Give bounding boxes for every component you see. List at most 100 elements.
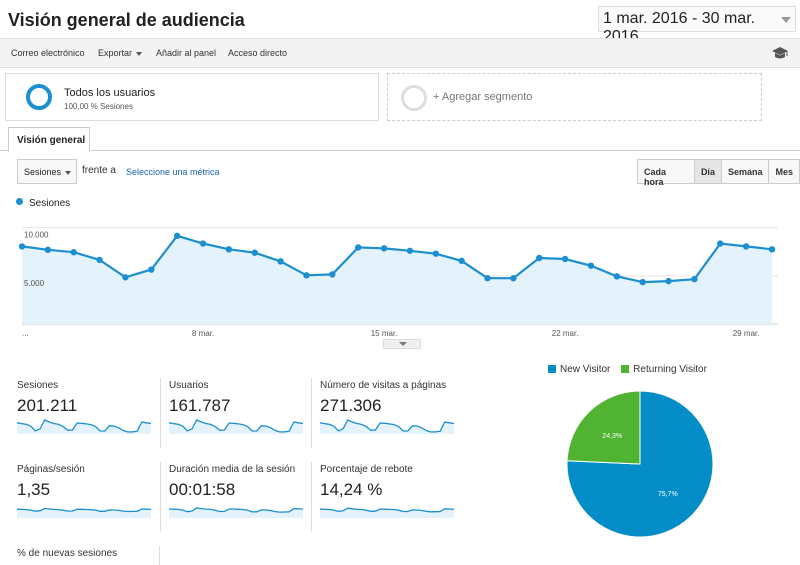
- chart-controls: Sesiones frente a Seleccione una métrica…: [0, 155, 800, 191]
- y-tick-label: 5.000: [24, 279, 45, 288]
- data-point[interactable]: [768, 246, 776, 253]
- sparkline-line: [169, 507, 304, 513]
- data-point[interactable]: [406, 247, 414, 254]
- metric-value: 14,24 %: [320, 480, 383, 499]
- period-hourly-button[interactable]: Cada hora: [638, 160, 695, 187]
- vs-label: frente a: [82, 165, 116, 176]
- data-point[interactable]: [587, 262, 595, 269]
- add-segment-label: + Agregar segmento: [433, 91, 533, 103]
- add-to-dashboard-button[interactable]: Añadir al panel: [156, 48, 217, 58]
- data-point[interactable]: [148, 266, 155, 273]
- metric-label: Sesiones: [17, 380, 59, 391]
- pie-slice-label: 75,7%: [658, 491, 678, 498]
- email-button[interactable]: Correo electrónico: [11, 48, 85, 58]
- chevron-down-icon: [136, 51, 143, 56]
- sparkline: [169, 507, 304, 518]
- data-point[interactable]: [199, 240, 207, 247]
- data-point[interactable]: [277, 258, 284, 265]
- metric-value: 161.787: [169, 396, 231, 415]
- metric-label: Número de visitas a páginas: [320, 380, 447, 391]
- chart-collapse-handle[interactable]: [383, 339, 421, 349]
- data-point[interactable]: [691, 275, 698, 283]
- metric-label: % de nuevas sesiones: [17, 548, 118, 559]
- period-selector: Cada hora Día Semana Mes: [637, 159, 800, 187]
- sparkline-line: [320, 419, 455, 433]
- legend-new-visitor: New Visitor: [560, 364, 611, 375]
- tabs-row: Visión general: [0, 127, 800, 152]
- data-point[interactable]: [18, 243, 26, 250]
- data-point[interactable]: [173, 232, 181, 240]
- empty-segment-ring-icon: [401, 85, 427, 111]
- sparkline-area: [169, 420, 303, 434]
- metric-select-value: Sesiones: [24, 167, 62, 177]
- metric-value: 1,35: [17, 480, 51, 499]
- chevron-down-icon: [781, 17, 791, 23]
- sessions-area: [22, 235, 772, 324]
- metric-value: 00:01:58: [169, 480, 236, 499]
- data-point[interactable]: [665, 277, 672, 285]
- sparkline: [169, 419, 304, 434]
- metric-label: Usuarios: [169, 380, 209, 391]
- sparkline-line: [17, 507, 152, 513]
- sparkline: [320, 419, 455, 434]
- metric-card-users: Usuarios 161.787: [160, 378, 306, 448]
- data-point[interactable]: [432, 250, 439, 257]
- data-point[interactable]: [329, 271, 336, 278]
- metric-card-avg-session-duration: Duración media de la sesión 00:01:58: [160, 462, 306, 532]
- sparkline-area: [17, 420, 151, 434]
- metric-value: 271.306: [320, 396, 382, 415]
- legend-swatch: [16, 198, 23, 205]
- segment-ring-icon: [26, 84, 52, 110]
- chart-legend: Sesiones: [16, 198, 70, 209]
- data-point[interactable]: [484, 275, 491, 282]
- data-point[interactable]: [70, 249, 77, 256]
- data-point[interactable]: [742, 243, 750, 250]
- sparkline-area: [169, 507, 303, 518]
- metric-select[interactable]: Sesiones: [17, 159, 77, 184]
- pie-slice[interactable]: [566, 390, 641, 465]
- segment-all-users[interactable]: Todos los usuarios 100,00 % Sesiones: [5, 73, 379, 121]
- x-tick-label: 15 mar.: [371, 329, 398, 338]
- legend-series-name: Sesiones: [29, 198, 71, 209]
- data-point[interactable]: [251, 249, 258, 256]
- period-day-button[interactable]: Día: [694, 160, 722, 183]
- data-point[interactable]: [458, 257, 465, 265]
- metric-card-pages-per-session: Páginas/sesión 1,35: [17, 462, 163, 532]
- select-metric-link[interactable]: Seleccione una métrica: [126, 167, 220, 177]
- legend-returning-visitor: Returning Visitor: [633, 364, 707, 375]
- metric-card-new-sessions: % de nuevas sesiones: [17, 546, 160, 565]
- data-point[interactable]: [44, 246, 52, 253]
- data-point[interactable]: [380, 245, 388, 252]
- data-point[interactable]: [122, 274, 129, 281]
- sparkline: [17, 419, 152, 434]
- metric-value: 201.211: [17, 396, 78, 415]
- x-tick-label: 22 mar.: [552, 329, 579, 338]
- data-point[interactable]: [717, 240, 724, 247]
- shortcut-button[interactable]: Acceso directo: [228, 48, 288, 58]
- data-point[interactable]: [639, 278, 646, 286]
- data-point[interactable]: [303, 272, 310, 279]
- data-point[interactable]: [536, 254, 543, 262]
- visitor-type-pie-chart: 75,7% 24,3%: [566, 390, 714, 538]
- legend-swatch-new: [548, 365, 556, 373]
- x-tick-label: 8 mar.: [192, 329, 214, 338]
- period-month-button[interactable]: Mes: [769, 160, 799, 183]
- sparkline-line: [320, 507, 455, 513]
- tab-overview[interactable]: Visión general: [8, 127, 90, 152]
- metric-label: Páginas/sesión: [17, 464, 85, 475]
- data-point[interactable]: [225, 246, 233, 253]
- export-button[interactable]: Exportar: [98, 48, 143, 58]
- data-point[interactable]: [96, 256, 103, 264]
- graduation-cap-icon[interactable]: [771, 45, 789, 61]
- data-point[interactable]: [355, 244, 362, 251]
- data-point[interactable]: [510, 275, 517, 282]
- data-point[interactable]: [561, 255, 569, 263]
- metric-label: Duración media de la sesión: [169, 464, 296, 475]
- segment-name: Todos los usuarios: [64, 87, 156, 99]
- period-week-button[interactable]: Semana: [721, 160, 770, 183]
- report-toolbar: Correo electrónico Exportar Añadir al pa…: [0, 38, 800, 68]
- data-point[interactable]: [613, 273, 621, 280]
- add-segment-button[interactable]: + Agregar segmento: [387, 73, 762, 121]
- date-range-picker[interactable]: 1 mar. 2016 - 30 mar. 2016: [598, 6, 796, 45]
- y-tick-label: 10.000: [24, 231, 49, 240]
